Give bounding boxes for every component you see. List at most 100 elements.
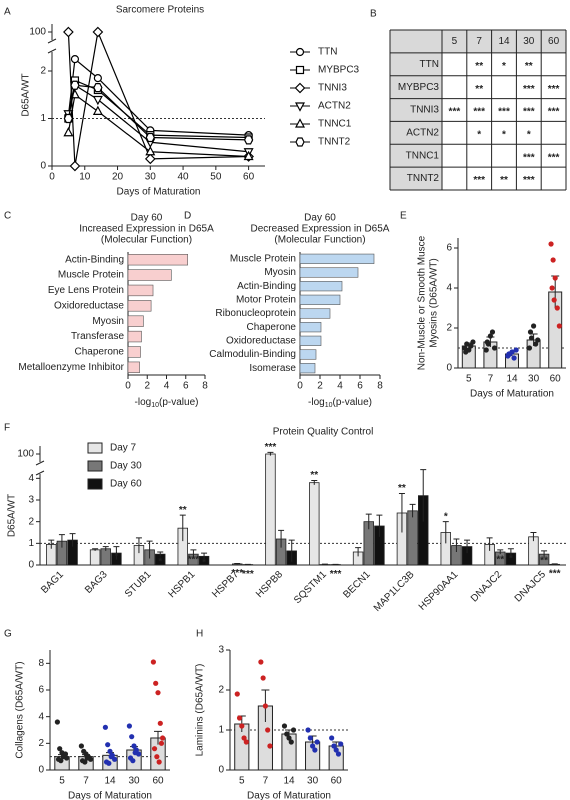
data-point (288, 739, 294, 745)
chart-title: Day 60 (304, 213, 336, 224)
significance: ** (496, 554, 504, 565)
row-label: MYBPC3 (398, 82, 440, 93)
chart-title: (Molecular Function) (101, 235, 192, 246)
x-tick-label: 60 (331, 776, 343, 787)
x-tick-label: 7 (263, 776, 269, 787)
legend-marker (295, 47, 305, 57)
category-label: Transferase (71, 331, 124, 342)
x-axis-label: Days of Maturation (68, 791, 152, 800)
significance: *** (473, 107, 485, 118)
y-tick-label: 0 (40, 161, 46, 172)
significance: *** (523, 175, 535, 186)
legend-swatch (87, 442, 103, 454)
significance: * (527, 129, 531, 140)
data-point (314, 739, 320, 745)
significance: *** (548, 84, 560, 95)
x-label-part: -log (135, 397, 152, 408)
data-point (286, 735, 292, 741)
category-label: Chaperone (247, 322, 297, 333)
data-point (290, 727, 297, 733)
panel-letter: B (370, 9, 377, 20)
x-tick-label: MAP1LC3B (372, 569, 417, 614)
legend-label: TNNI3 (318, 83, 347, 94)
category-label: Oxidoreductase (54, 300, 124, 311)
bar (127, 254, 188, 266)
x-tick-label: 50 (210, 172, 222, 183)
significance: ** (310, 470, 318, 481)
y-tick-label: 3 (28, 495, 34, 506)
significance: *** (523, 107, 535, 118)
x-tick-label: 60 (152, 776, 164, 787)
column-header: 7 (476, 36, 482, 47)
data-point (462, 345, 468, 351)
error-bar (135, 537, 142, 554)
data-point (58, 758, 64, 764)
significance: *** (498, 107, 510, 118)
x-tick-label: 5 (59, 776, 65, 787)
bar (299, 281, 343, 292)
bar (299, 322, 322, 333)
data-point (82, 759, 88, 765)
data-point (470, 339, 476, 345)
x-tick-label: 20 (112, 172, 124, 183)
significance: *** (523, 152, 535, 163)
y-tick-label: 1 (28, 538, 34, 549)
x-tick-label: 14 (283, 776, 295, 787)
y-tick-label: 0 (218, 765, 224, 776)
data-point (132, 750, 138, 756)
legend-label: Day 7 (110, 443, 137, 454)
x-tick-label: 40 (178, 172, 190, 183)
error-bar (190, 549, 197, 559)
data-point (463, 349, 469, 355)
x-tick-label: 30 (307, 776, 319, 787)
error-bar (311, 480, 318, 485)
bar (127, 361, 140, 373)
category-label: Isomerase (249, 363, 296, 374)
data-point (329, 735, 335, 741)
axis-break (47, 38, 57, 44)
column-header: 5 (452, 36, 458, 47)
x-tick-label: 6 (183, 381, 189, 392)
category-label: Actin-Binding (65, 254, 124, 265)
data-point (107, 748, 113, 754)
error-bar (551, 563, 558, 565)
marker (243, 150, 254, 161)
category-label: Oxidoreductase (226, 335, 296, 346)
x-tick-label: HSP90AA1 (417, 569, 461, 613)
data-point (556, 323, 562, 329)
data-point (307, 735, 313, 741)
x-tick-label: 6 (357, 381, 363, 392)
y-tick-label: 4 (38, 711, 44, 722)
error-bar (409, 503, 416, 518)
bar (127, 300, 152, 312)
data-point (526, 345, 533, 351)
x-tick-label: 0 (125, 381, 131, 392)
significance: ** (179, 505, 187, 516)
bar (127, 284, 154, 297)
error-bar (234, 562, 241, 565)
data-point (158, 740, 165, 746)
data-point (549, 285, 555, 291)
category-label: Chaperone (75, 347, 125, 358)
marker (92, 105, 103, 115)
legend-marker (295, 137, 305, 147)
significance: *** (242, 569, 254, 580)
data-point (527, 329, 534, 335)
data-point (241, 735, 247, 741)
data-point (243, 739, 249, 745)
bar (299, 267, 359, 278)
marker (63, 113, 74, 124)
chart-title: Sarcomere Proteins (116, 5, 204, 16)
data-point (239, 723, 245, 729)
significance: * (477, 129, 481, 140)
data-point (468, 343, 474, 349)
x-tick-label: 8 (202, 381, 208, 392)
data-point (102, 724, 108, 730)
error-bar (486, 537, 493, 551)
marker (70, 80, 80, 90)
x-tick-label: 0 (297, 381, 303, 392)
bar (127, 315, 144, 327)
x-label-sub: 10 (325, 402, 333, 409)
data-point (54, 719, 60, 725)
y-tick-label: 2 (40, 66, 46, 77)
